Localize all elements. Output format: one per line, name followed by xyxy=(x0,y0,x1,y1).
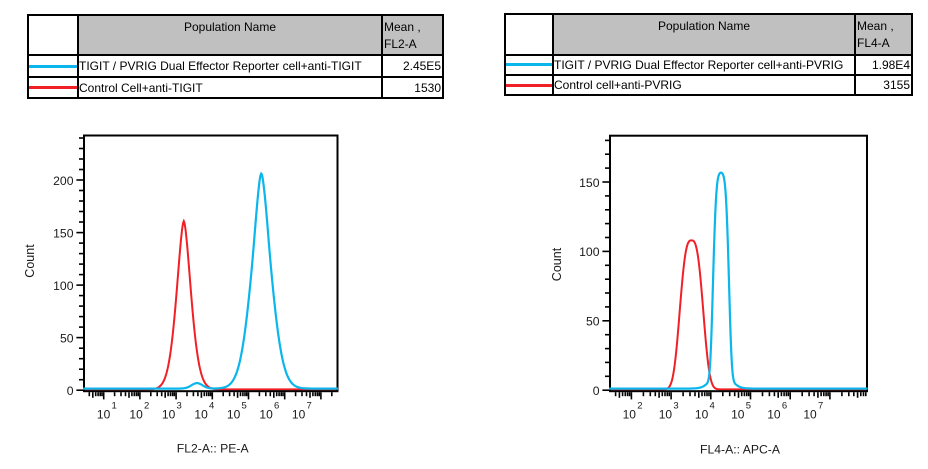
svg-text:10: 10 xyxy=(623,408,637,422)
svg-text:10: 10 xyxy=(194,408,208,422)
svg-text:Count: Count xyxy=(23,244,37,278)
svg-text:5: 5 xyxy=(242,401,247,412)
svg-text:0: 0 xyxy=(67,384,74,398)
svg-text:10: 10 xyxy=(129,408,143,422)
svg-text:100: 100 xyxy=(53,279,74,293)
svg-text:FL2-A:: PE-A: FL2-A:: PE-A xyxy=(177,442,250,456)
svg-text:10: 10 xyxy=(695,408,709,422)
svg-text:1: 1 xyxy=(112,401,117,412)
svg-text:50: 50 xyxy=(586,315,600,329)
svg-text:150: 150 xyxy=(53,226,74,240)
svg-text:Count: Count xyxy=(550,247,564,281)
svg-text:200: 200 xyxy=(53,174,74,188)
svg-text:7: 7 xyxy=(307,401,312,412)
svg-text:3: 3 xyxy=(177,401,182,412)
svg-text:2: 2 xyxy=(144,401,149,412)
svg-text:10: 10 xyxy=(162,408,176,422)
svg-text:10: 10 xyxy=(731,408,745,422)
svg-text:5: 5 xyxy=(746,401,751,412)
svg-text:0: 0 xyxy=(593,384,600,398)
svg-text:150: 150 xyxy=(579,176,600,190)
svg-text:7: 7 xyxy=(818,401,823,412)
svg-text:10: 10 xyxy=(97,408,111,422)
svg-text:50: 50 xyxy=(60,331,74,345)
svg-text:10: 10 xyxy=(292,408,306,422)
svg-text:100: 100 xyxy=(579,245,600,259)
svg-text:4: 4 xyxy=(209,401,214,412)
svg-text:10: 10 xyxy=(767,408,781,422)
svg-text:10: 10 xyxy=(227,408,241,422)
svg-text:2: 2 xyxy=(637,401,642,412)
svg-text:10: 10 xyxy=(259,408,273,422)
svg-text:10: 10 xyxy=(659,408,673,422)
svg-text:3: 3 xyxy=(673,401,678,412)
svg-text:10: 10 xyxy=(803,408,817,422)
svg-text:6: 6 xyxy=(782,401,787,412)
svg-text:FL4-A:: APC-A: FL4-A:: APC-A xyxy=(700,443,781,457)
svg-text:4: 4 xyxy=(710,401,715,412)
svg-text:6: 6 xyxy=(274,401,279,412)
